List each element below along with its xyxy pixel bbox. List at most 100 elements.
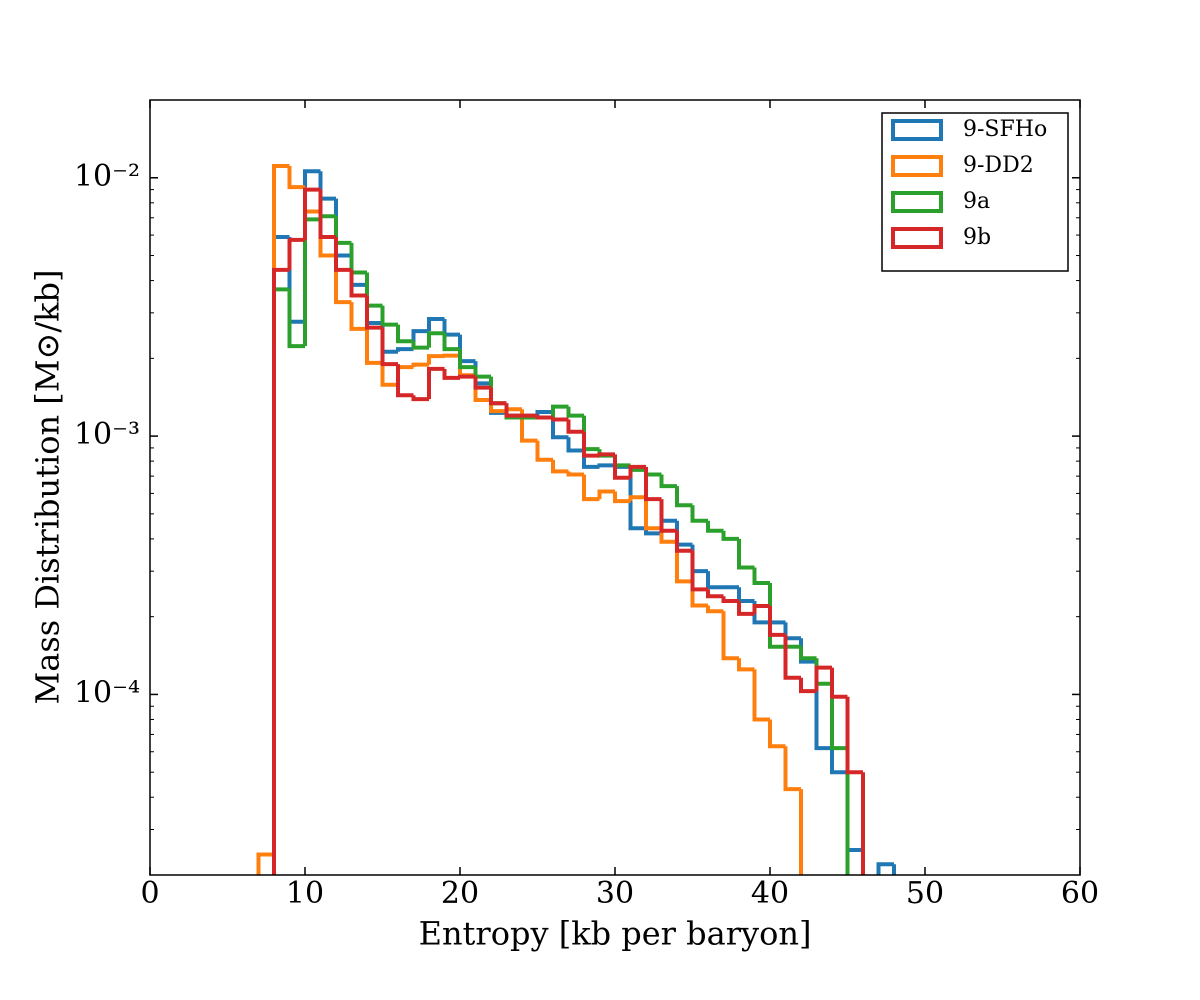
histogram-step (721, 611, 739, 661)
histogram-step (458, 334, 476, 364)
histogram-step (303, 217, 321, 347)
histogram-step (628, 466, 646, 531)
histogram-step (690, 581, 708, 608)
histogram-step (411, 362, 429, 368)
histogram-step (628, 464, 646, 478)
histogram-step (814, 658, 832, 686)
histogram-step (752, 603, 770, 614)
histogram-step (659, 499, 677, 533)
histogram-step (613, 455, 631, 468)
histogram-step (551, 417, 569, 422)
histogram-step (566, 406, 584, 418)
histogram-step (582, 474, 600, 502)
histogram-step (799, 646, 817, 661)
x-tick-label: 30 (596, 876, 634, 911)
histogram-step (396, 347, 414, 352)
histogram-step (566, 471, 584, 477)
histogram-step (737, 587, 755, 603)
histogram-step (442, 318, 460, 337)
histogram-step (272, 234, 290, 875)
histogram-step (861, 849, 865, 875)
histogram-step (473, 361, 491, 386)
histogram-step (597, 489, 615, 500)
histogram-step (845, 748, 850, 875)
histogram-step (303, 187, 321, 240)
histogram-step (613, 491, 631, 504)
x-axis-label: Entropy [kb per baryon] (419, 915, 812, 953)
legend-label: 9-DD2 (963, 153, 1034, 178)
histogram-step (272, 287, 290, 875)
histogram-step (396, 324, 414, 344)
histogram-step (706, 520, 724, 533)
histogram-step (535, 440, 553, 462)
legend-swatch (891, 155, 943, 177)
histogram-step (334, 198, 352, 258)
x-tick-label: 20 (441, 876, 479, 911)
histogram-step (737, 600, 755, 616)
histogram-step (799, 789, 803, 875)
histogram-step (582, 415, 600, 452)
histogram-step (752, 669, 770, 722)
histogram-step (535, 409, 553, 416)
histogram-step (411, 341, 429, 350)
y-axis-label: Mass Distribution [M⊙/kb] (29, 270, 67, 705)
histogram-step (706, 571, 724, 590)
histogram-step (706, 589, 724, 599)
histogram-step (458, 374, 476, 379)
legend-swatch (891, 119, 943, 141)
histogram-step (644, 466, 662, 502)
histogram-step (380, 305, 398, 327)
histogram-step (504, 407, 522, 412)
histogram-step (675, 541, 693, 584)
histogram-step (349, 269, 367, 298)
histogram-step (582, 450, 600, 469)
histogram-step (365, 272, 383, 308)
plot-area (256, 164, 896, 875)
histogram-step (489, 387, 507, 406)
histogram-step (318, 189, 336, 239)
histogram-step (535, 415, 553, 420)
histogram-step (287, 166, 305, 190)
histogram-step (721, 596, 739, 603)
histogram-step (396, 364, 414, 398)
histogram-step (380, 323, 398, 354)
histogram-step (597, 452, 615, 457)
histogram-step (814, 665, 832, 692)
histogram-step (272, 267, 290, 875)
histogram-step (582, 431, 600, 458)
histogram-step (489, 376, 507, 406)
histogram-step (442, 368, 460, 380)
histogram-step (566, 437, 584, 453)
histogram-step (613, 454, 631, 480)
histogram-step (768, 719, 786, 749)
histogram-step (551, 404, 569, 418)
x-tick-label: 50 (906, 876, 944, 911)
histogram-step (318, 214, 336, 220)
histogram-step (427, 316, 445, 332)
histogram-step (690, 505, 708, 523)
histogram-step (380, 362, 398, 387)
histogram-step (675, 486, 693, 508)
histogram-step (876, 862, 894, 875)
histogram-step (783, 622, 801, 641)
histogram-step (504, 403, 522, 418)
x-tick-label: 60 (1061, 876, 1099, 911)
histogram-step (473, 376, 491, 390)
histogram-step (458, 349, 476, 370)
histogram-step (256, 852, 274, 875)
histogram-step (365, 328, 383, 365)
histogram-step (845, 772, 863, 852)
histogram-step (287, 237, 305, 270)
histogram-step (783, 634, 801, 680)
histogram-step (706, 605, 724, 614)
histogram-step (551, 459, 569, 474)
histogram-step (737, 538, 755, 570)
histogram-step (334, 236, 352, 272)
histogram-step (427, 354, 445, 365)
histogram-step (427, 366, 445, 400)
histogram-step (845, 696, 863, 775)
histogram-step (318, 171, 336, 201)
histogram-step (334, 255, 352, 305)
histogram-step (830, 748, 848, 775)
